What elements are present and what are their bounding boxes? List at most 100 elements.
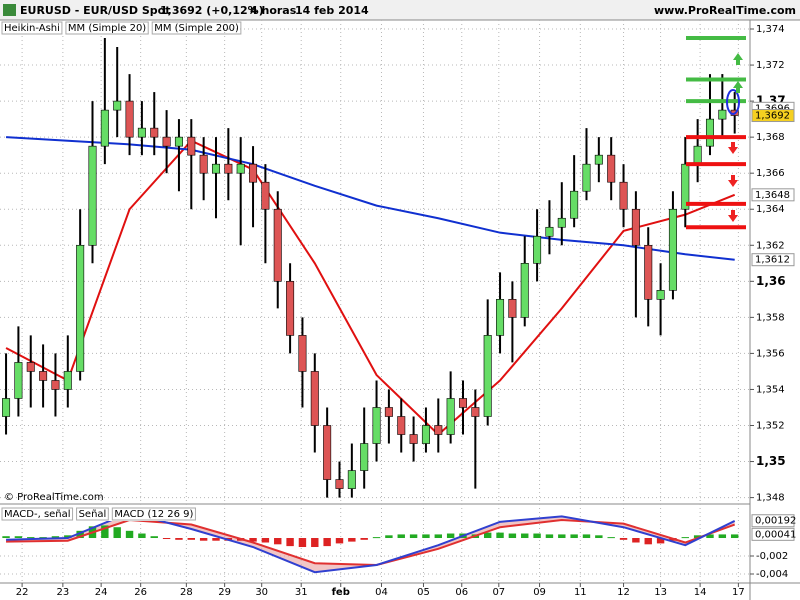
legend-entry: Heikin-Ashi [4, 23, 60, 34]
candle-body [471, 407, 480, 417]
histogram-bar [656, 538, 665, 544]
legend-entry: MM (Simple 200) [154, 23, 239, 34]
candle-body [236, 163, 245, 174]
histogram-bar [693, 535, 702, 539]
candle-body [286, 281, 295, 336]
histogram-bar [483, 532, 492, 539]
histogram-bar [261, 538, 270, 543]
price-panel: 1,348 1,35 1,352 1,354 1,356 1,358 1,36 1,362 1,… [0, 20, 795, 598]
candle-body [39, 371, 48, 381]
legend-entry: Señal [79, 509, 107, 520]
legend-box [1, 507, 74, 521]
x-tick-label: 17 [732, 587, 745, 598]
y-tick-label: 1,358 [756, 312, 785, 323]
legend-box [76, 507, 109, 521]
legend-box [111, 507, 196, 521]
histogram-bar [212, 538, 220, 541]
histogram-bar [249, 538, 257, 542]
candle-body [199, 154, 208, 174]
price-badge [751, 527, 795, 541]
histogram-bar [298, 538, 307, 548]
line-series [5, 139, 736, 436]
histogram-bar [175, 538, 183, 540]
candle-body [150, 127, 159, 138]
candle-body [113, 100, 122, 111]
y-tick-label: 1,356 [756, 348, 785, 359]
histogram-bar [348, 538, 356, 542]
candle-body [582, 163, 591, 192]
date: 14 feb 2014 [295, 4, 369, 17]
histogram-bar [706, 534, 714, 539]
macd-panel: -0,002 -0,004 MACD-, señal Señal MACD (12 26… [0, 507, 796, 580]
signal-arrow [733, 81, 743, 93]
x-tick-label: 22 [16, 587, 29, 598]
legend-entry: MM (Simple 20) [68, 23, 146, 34]
histogram-bar [360, 538, 368, 540]
x-tick-label: 04 [375, 587, 388, 598]
candle-body [705, 118, 714, 147]
x-tick-label: 13 [654, 587, 667, 598]
histogram-bar [385, 535, 393, 539]
histogram-bar [595, 535, 603, 539]
candle-body [545, 226, 554, 237]
x-tick-label: 06 [455, 587, 468, 598]
y-tick-label: 1,36 [756, 274, 786, 288]
site: www.ProRealTime.com [654, 4, 796, 17]
histogram-bar [286, 538, 294, 547]
logo [3, 4, 16, 16]
candle-body [644, 244, 653, 300]
candle-body [88, 145, 97, 246]
histogram-bar [51, 536, 60, 539]
y-tick-label: 1,348 [756, 493, 785, 504]
candle-body [397, 416, 406, 435]
candle-body [249, 163, 258, 183]
candle-body [483, 335, 492, 417]
histogram-bar [323, 538, 331, 547]
price-badge-label: 0,00041 [755, 529, 796, 540]
histogram-bar [14, 536, 23, 539]
x-tick-label: 07 [492, 587, 505, 598]
histogram-bar [39, 537, 47, 539]
y-tick-label: 1,364 [756, 204, 785, 215]
x-tick-label: 14 [694, 587, 707, 598]
candle-body [557, 217, 566, 228]
candle-body [2, 398, 11, 417]
candle-body [681, 163, 690, 210]
price-badge [751, 188, 795, 202]
candle-body [63, 371, 72, 390]
x-tick-label: 11 [574, 587, 587, 598]
y-tick-label: 1,374 [756, 24, 785, 35]
histogram-bar [558, 534, 566, 539]
price-badge-label: 1,3612 [755, 255, 790, 266]
price-badge-label: 1,3692 [755, 111, 790, 122]
histogram-bar [632, 538, 640, 543]
price-badge-label: 0,00192 [755, 516, 796, 527]
candle-body [434, 425, 443, 435]
histogram-bar [718, 534, 727, 539]
histogram-bar [644, 538, 652, 545]
legend-entry: MACD (12 26 9) [114, 509, 193, 520]
histogram-bar [533, 533, 541, 539]
histogram-bar [162, 538, 171, 540]
price-badge [751, 253, 795, 267]
histogram-bar [335, 538, 344, 544]
histogram-bar [619, 538, 628, 540]
histogram-bar [730, 534, 739, 539]
histogram-bar [150, 536, 158, 539]
candle-body [372, 407, 381, 444]
x-tick-label: 26 [134, 587, 147, 598]
candle-body [693, 145, 702, 165]
x-tick-label: 24 [95, 587, 108, 598]
legend-box [151, 21, 242, 35]
y-tick-label: 1,372 [756, 60, 785, 71]
candle-body [26, 362, 35, 372]
candle-body [520, 263, 529, 318]
y-tick-label: 1,35 [756, 454, 786, 468]
candle-body [100, 109, 109, 147]
candle-body [162, 136, 171, 147]
x-tick-label: 28 [180, 587, 193, 598]
candle-body [273, 208, 282, 282]
histogram-bar [372, 537, 381, 539]
histogram-bar [274, 538, 282, 545]
